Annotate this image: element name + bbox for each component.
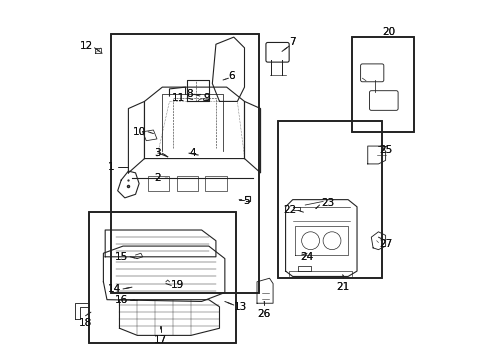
- Text: 8: 8: [186, 89, 192, 99]
- Text: 9: 9: [203, 93, 210, 103]
- Text: 2: 2: [154, 173, 160, 183]
- Text: 16: 16: [115, 295, 128, 305]
- Text: 6: 6: [228, 71, 235, 81]
- Text: 22: 22: [283, 205, 296, 215]
- Text: 7: 7: [288, 37, 295, 48]
- Text: 27: 27: [378, 239, 391, 249]
- Text: 1: 1: [107, 162, 114, 172]
- Text: 11: 11: [172, 93, 185, 103]
- Text: 15: 15: [115, 252, 128, 262]
- Text: 26: 26: [257, 309, 270, 319]
- Text: 19: 19: [171, 280, 184, 291]
- Text: 2: 2: [154, 173, 160, 183]
- Text: 11: 11: [172, 93, 185, 103]
- Text: 15: 15: [115, 252, 128, 262]
- Text: 20: 20: [382, 27, 395, 37]
- Text: 25: 25: [378, 145, 391, 155]
- Text: 22: 22: [283, 205, 296, 215]
- Text: 24: 24: [299, 252, 312, 262]
- Text: 19: 19: [171, 280, 184, 291]
- Text: 26: 26: [257, 309, 270, 319]
- Text: 13: 13: [233, 302, 246, 312]
- Text: 17: 17: [154, 336, 167, 345]
- Text: 21: 21: [335, 282, 348, 292]
- Text: 10: 10: [133, 127, 146, 137]
- Text: 1: 1: [107, 162, 114, 172]
- Text: 23: 23: [321, 198, 334, 208]
- Text: 5: 5: [242, 197, 249, 206]
- Text: 5: 5: [242, 197, 249, 206]
- Text: 10: 10: [133, 127, 146, 137]
- Text: 12: 12: [79, 41, 93, 51]
- Text: 3: 3: [154, 148, 160, 158]
- Text: 4: 4: [189, 148, 195, 158]
- Text: 18: 18: [79, 318, 92, 328]
- Text: 27: 27: [378, 239, 391, 249]
- Text: 24: 24: [299, 252, 312, 262]
- Text: 14: 14: [108, 284, 121, 294]
- Text: 6: 6: [228, 71, 235, 81]
- Text: 25: 25: [378, 145, 391, 155]
- Text: 18: 18: [79, 318, 92, 328]
- Text: 12: 12: [79, 41, 93, 51]
- Text: 9: 9: [203, 93, 210, 103]
- Text: 23: 23: [321, 198, 334, 208]
- Text: 16: 16: [115, 295, 128, 305]
- Text: 3: 3: [154, 148, 160, 158]
- Text: 4: 4: [189, 148, 195, 158]
- Text: 13: 13: [233, 302, 246, 312]
- Text: 14: 14: [108, 284, 121, 294]
- Text: 8: 8: [186, 89, 192, 99]
- Text: 17: 17: [154, 336, 167, 345]
- Text: 7: 7: [288, 37, 295, 48]
- Text: 20: 20: [382, 27, 395, 37]
- Text: 21: 21: [335, 282, 348, 292]
